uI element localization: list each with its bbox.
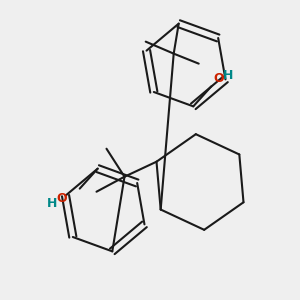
Text: H: H — [47, 196, 58, 210]
Text: H: H — [223, 69, 234, 82]
Text: O: O — [56, 192, 67, 205]
Text: O: O — [213, 72, 224, 86]
